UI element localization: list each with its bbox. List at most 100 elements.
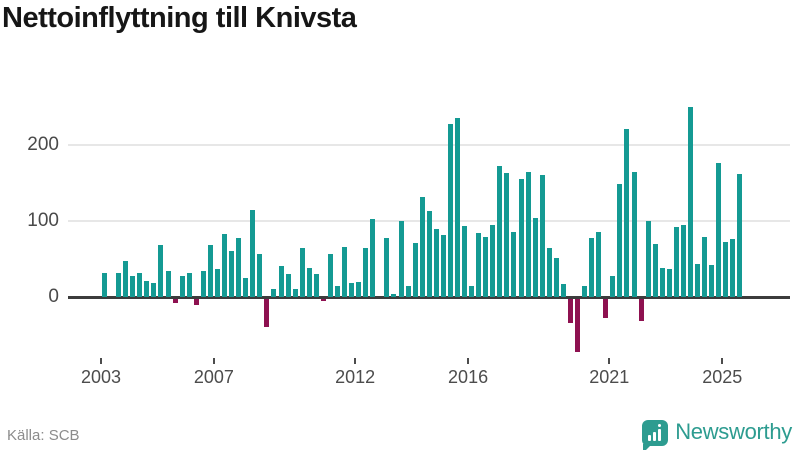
bar-2005-Q4 bbox=[179, 275, 185, 297]
x-tick-2012 bbox=[354, 358, 357, 364]
bar-2010-Q4 bbox=[320, 298, 326, 301]
brand-name: Newsworthy bbox=[675, 419, 792, 444]
x-tick-2003 bbox=[99, 358, 102, 364]
y-axis-label-100: 100 bbox=[27, 210, 59, 231]
bar-2021-Q3 bbox=[624, 129, 630, 297]
bar-2021-Q1 bbox=[610, 276, 616, 297]
x-axis-line bbox=[68, 295, 790, 299]
bar-2007-Q2 bbox=[222, 233, 228, 297]
bar-2024-Q4 bbox=[716, 163, 722, 297]
bar-2022-Q4 bbox=[659, 268, 665, 297]
bar-2007-Q3 bbox=[229, 251, 235, 297]
bar-2022-Q3 bbox=[652, 243, 658, 297]
bar-2011-Q2 bbox=[334, 285, 340, 297]
x-axis-label-2021: 2021 bbox=[589, 367, 630, 387]
chart-title: Nettoinflyttning till Knivsta bbox=[2, 2, 357, 34]
x-axis-label-2007: 2007 bbox=[193, 367, 234, 387]
bar-2018-Q3 bbox=[539, 175, 545, 297]
bar-2021-Q4 bbox=[631, 171, 637, 297]
bar-2006-Q2 bbox=[193, 298, 199, 305]
y-axis-label-0: 0 bbox=[48, 286, 59, 307]
logo-bubble-tail bbox=[643, 444, 652, 450]
bar-2003-Q1 bbox=[102, 272, 107, 297]
bar-2003-Q4 bbox=[123, 261, 129, 297]
bar-2007-Q1 bbox=[214, 268, 220, 297]
bar-2003-Q3 bbox=[116, 272, 122, 297]
newsworthy-logo-icon bbox=[642, 420, 668, 450]
bar-2004-Q4 bbox=[151, 283, 157, 297]
bar-2015-Q2 bbox=[447, 124, 453, 297]
logo-bar-icon bbox=[653, 432, 656, 441]
bar-2018-Q1 bbox=[525, 171, 531, 297]
bar-2023-Q2 bbox=[673, 227, 679, 297]
bar-2009-Q4 bbox=[292, 288, 298, 297]
grid-line-200 bbox=[68, 144, 790, 146]
bar-2011-Q1 bbox=[327, 253, 333, 297]
bar-2020-Q1 bbox=[582, 285, 588, 297]
x-axis-label-2012: 2012 bbox=[335, 367, 376, 387]
bar-2025-Q3 bbox=[737, 173, 743, 297]
bar-2025-Q2 bbox=[730, 239, 736, 297]
bar-2017-Q4 bbox=[518, 179, 524, 297]
bar-2019-Q4 bbox=[575, 298, 581, 352]
bar-2017-Q1 bbox=[497, 166, 503, 297]
bar-2009-Q3 bbox=[285, 274, 291, 297]
bar-2013-Q4 bbox=[405, 286, 411, 297]
bar-2020-Q3 bbox=[596, 232, 602, 297]
bar-2016-Q2 bbox=[476, 233, 482, 297]
bar-2023-Q1 bbox=[666, 268, 672, 297]
bar-2014-Q3 bbox=[426, 211, 432, 297]
bar-2016-Q1 bbox=[469, 285, 475, 297]
bar-2008-Q2 bbox=[250, 210, 256, 297]
bar-2016-Q4 bbox=[490, 224, 496, 297]
bar-2013-Q1 bbox=[384, 237, 390, 297]
bar-2020-Q4 bbox=[603, 298, 609, 318]
bar-2022-Q1 bbox=[638, 298, 644, 321]
bar-2025-Q1 bbox=[723, 241, 729, 297]
bar-2018-Q2 bbox=[532, 217, 538, 297]
bar-2006-Q4 bbox=[207, 244, 213, 297]
bar-2009-Q1 bbox=[271, 289, 277, 297]
bar-2005-Q1 bbox=[158, 244, 164, 297]
logo-dot-icon bbox=[658, 424, 661, 427]
bar-2006-Q3 bbox=[200, 271, 206, 297]
bar-2013-Q3 bbox=[398, 221, 404, 297]
bar-2012-Q2 bbox=[363, 248, 369, 297]
bar-2006-Q1 bbox=[186, 272, 192, 297]
bar-2020-Q2 bbox=[589, 237, 595, 297]
x-axis-label-2025: 2025 bbox=[702, 367, 743, 387]
bar-2010-Q2 bbox=[306, 268, 312, 297]
bar-2014-Q2 bbox=[419, 197, 425, 297]
bar-2007-Q4 bbox=[236, 237, 242, 297]
logo-bar-icon bbox=[658, 429, 661, 441]
bar-2008-Q3 bbox=[257, 254, 263, 297]
bar-2014-Q4 bbox=[433, 228, 439, 297]
bar-2012-Q3 bbox=[370, 218, 376, 297]
bar-2008-Q4 bbox=[264, 298, 270, 328]
bar-2010-Q1 bbox=[299, 247, 305, 297]
x-tick-2016 bbox=[467, 358, 470, 364]
bar-2017-Q3 bbox=[511, 231, 517, 297]
bar-2023-Q4 bbox=[687, 107, 693, 297]
bar-2018-Q4 bbox=[546, 248, 552, 297]
bar-2010-Q3 bbox=[313, 274, 319, 297]
y-axis-label-200: 200 bbox=[27, 134, 59, 155]
bar-2015-Q4 bbox=[462, 225, 468, 297]
bar-2019-Q2 bbox=[560, 284, 566, 297]
x-tick-2025 bbox=[721, 358, 724, 364]
bar-2021-Q2 bbox=[617, 183, 623, 297]
x-tick-2007 bbox=[212, 358, 215, 364]
bar-2015-Q1 bbox=[440, 234, 446, 297]
x-tick-2021 bbox=[608, 358, 611, 364]
bar-2023-Q3 bbox=[680, 224, 686, 297]
bar-2008-Q1 bbox=[243, 278, 249, 297]
bar-2014-Q1 bbox=[412, 243, 418, 297]
x-axis-label-2003: 2003 bbox=[80, 367, 121, 387]
bar-2019-Q1 bbox=[553, 258, 559, 297]
bar-2005-Q3 bbox=[172, 298, 178, 304]
logo-bar-icon bbox=[648, 435, 651, 441]
bar-2011-Q3 bbox=[342, 246, 348, 297]
x-axis-label-2016: 2016 bbox=[448, 367, 489, 387]
